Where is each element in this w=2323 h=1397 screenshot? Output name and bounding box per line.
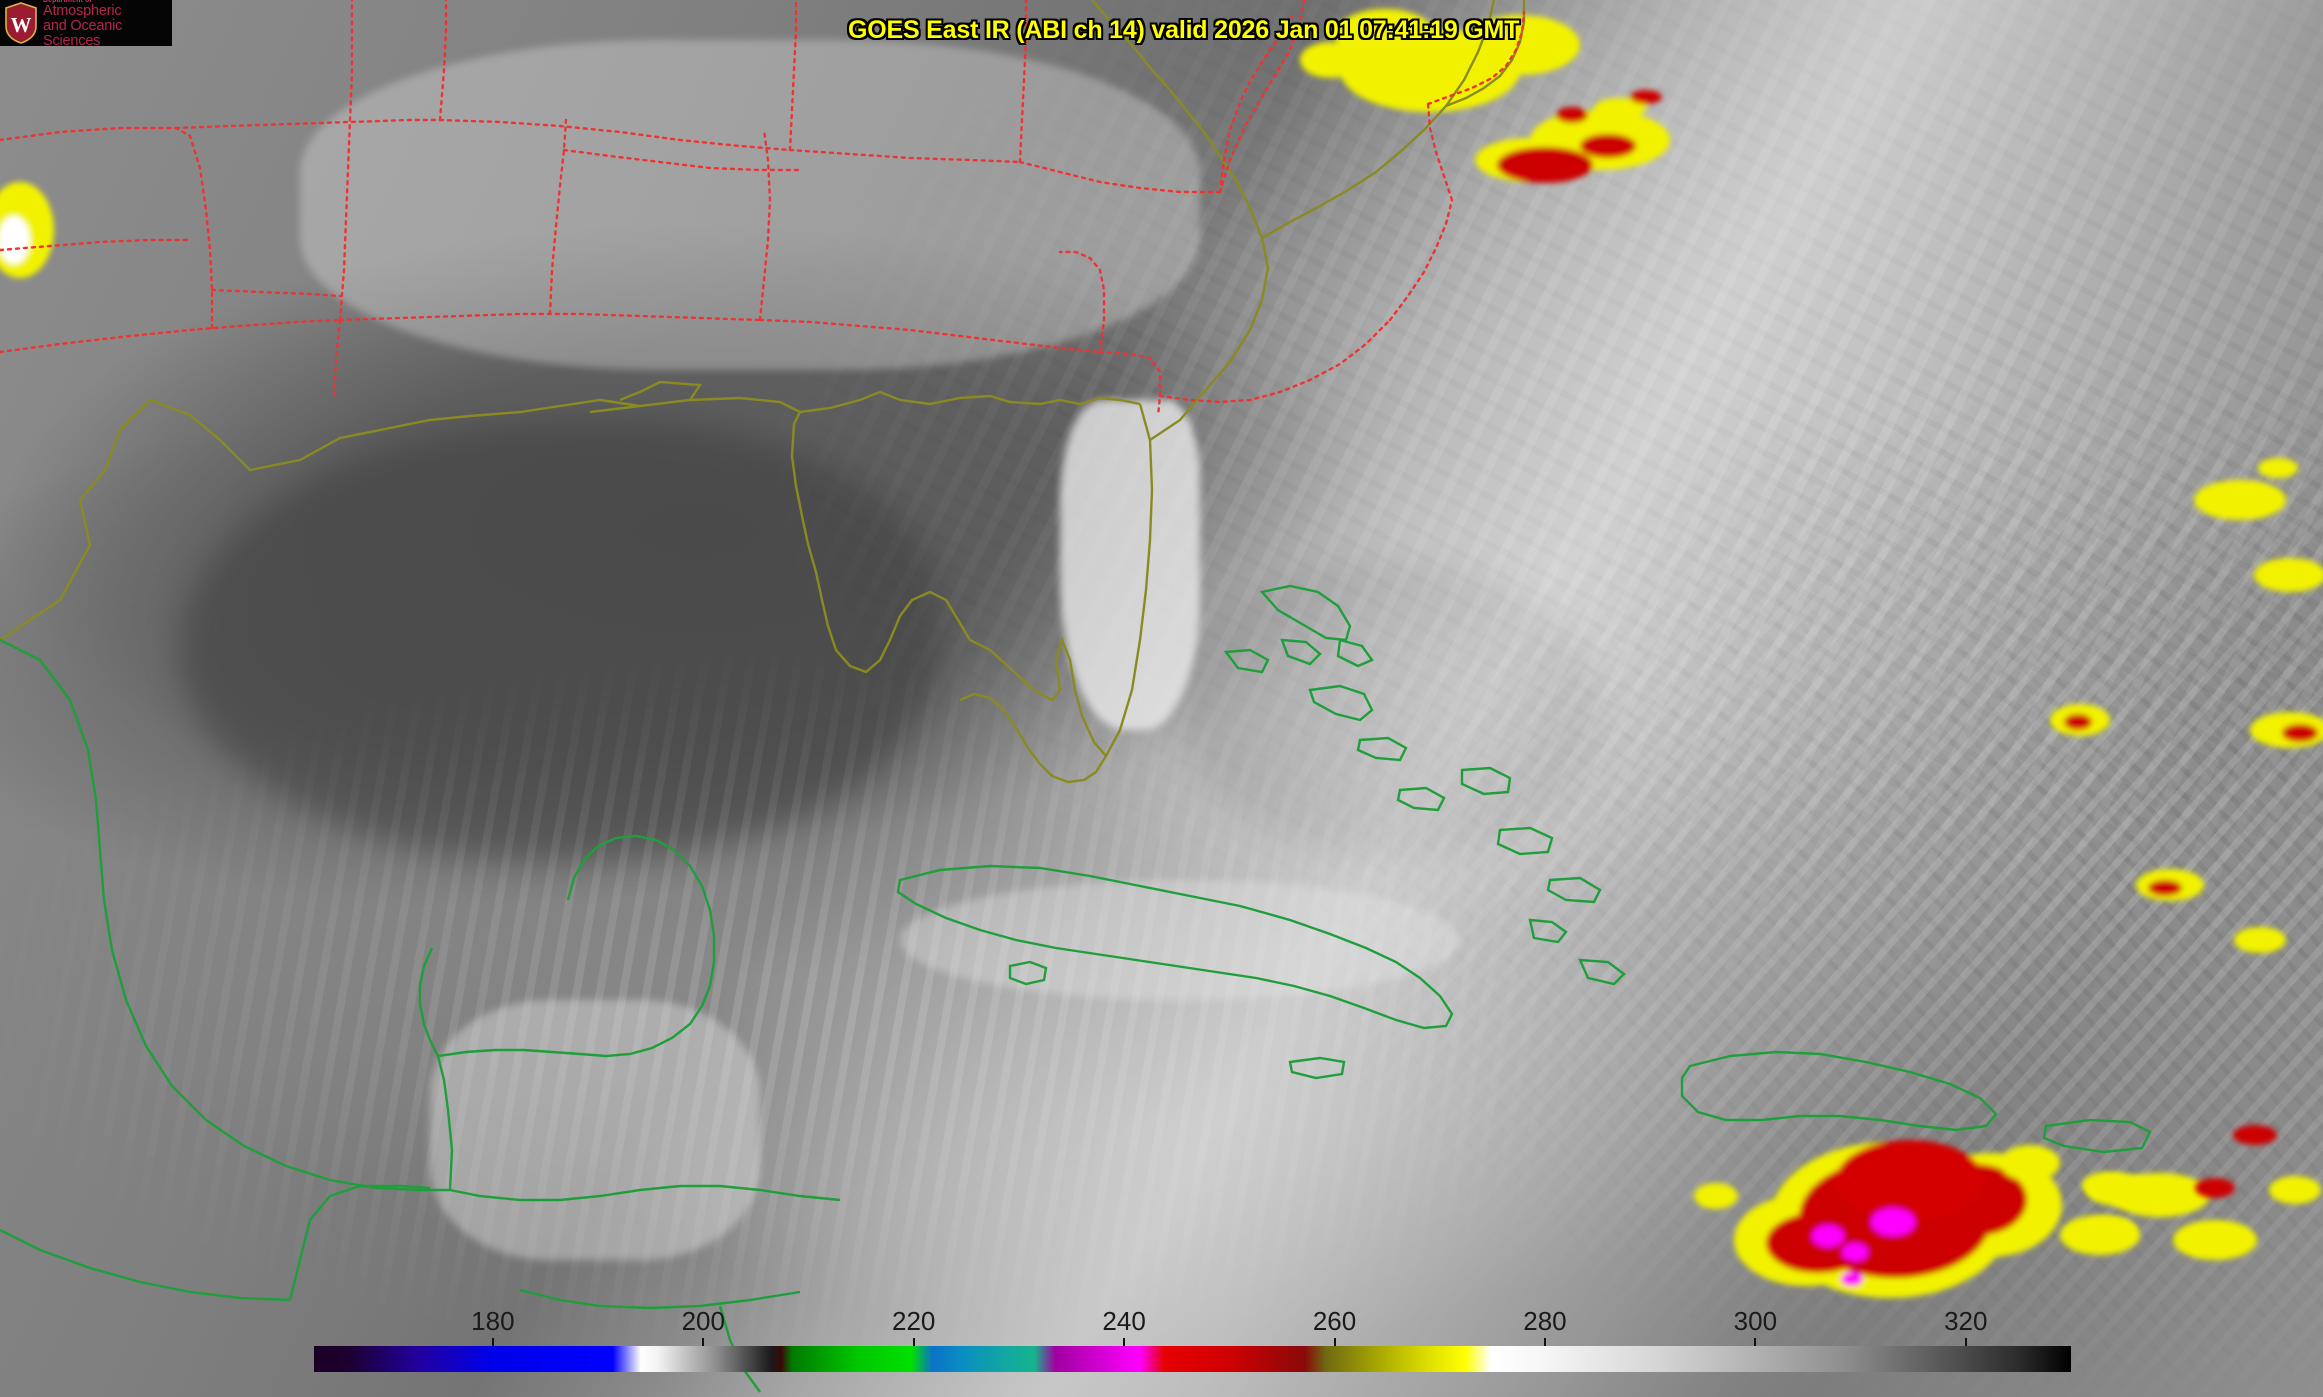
southeast-us-surface: [300, 40, 1200, 370]
colorbar-tick-mark: [912, 1338, 915, 1346]
product-title: GOES East IR (ABI ch 14) valid 2026 Jan …: [848, 16, 1520, 44]
colorbar-tick-label: 320: [1944, 1306, 1988, 1336]
colorbar-gradient: [314, 1346, 2071, 1372]
svg-text:W: W: [11, 13, 32, 37]
logo-department-line: Department of: [43, 0, 92, 5]
colorbar-legend: 180 200 220 240 260 280 300 320: [314, 1306, 2071, 1372]
colorbar-tick-label: 280: [1523, 1306, 1567, 1336]
eastern-atlantic-cells: [0, 182, 2323, 1260]
colorbar-tick-mark: [702, 1338, 705, 1346]
logo-text-block: Department of Atmospheric and Oceanic Sc…: [43, 0, 172, 49]
colorbar-tick-mark: [491, 1338, 494, 1346]
yucatan-surface: [430, 1000, 760, 1260]
caribbean-convection-enhancement: [1694, 1140, 2210, 1298]
colorbar-tick-label: 240: [1102, 1306, 1146, 1336]
colorbar-tick-label: 260: [1312, 1306, 1357, 1336]
uw-aos-logo: W Department of Atmospheric and Oceanic …: [0, 0, 172, 49]
colorbar-tick-mark: [1754, 1338, 1757, 1346]
colorbar-tick-label: 200: [681, 1306, 725, 1336]
colorbar-tick-marks: [314, 1338, 2071, 1346]
coastline-green: [0, 638, 841, 1393]
caribbean-islands-outline: [896, 584, 2152, 1154]
colorbar-tick-mark: [1333, 1338, 1336, 1346]
colorbar-tick-mark: [1123, 1338, 1126, 1346]
state-borders: [0, 0, 1526, 418]
coastline-olive: [0, 0, 1526, 784]
colorbar-tick-label: 180: [471, 1306, 515, 1336]
carolina-convection-enhancement: [1300, 9, 1670, 183]
colorbar-tick-mark: [1543, 1338, 1546, 1346]
logo-line-atmospheric: Atmospheric: [43, 3, 122, 20]
uw-crest-icon: W: [5, 2, 37, 44]
colorbar-tick-label: 300: [1733, 1306, 1778, 1336]
florida-peninsula-surface: [1060, 400, 1200, 730]
colorbar-tick-mark: [1964, 1338, 1967, 1346]
colorbar-tick-labels: 180 200 220 240 260 280 300 320: [314, 1306, 2071, 1338]
colorbar-tick-label: 220: [891, 1306, 936, 1336]
logo-line-oceanic: and Oceanic Sciences: [43, 18, 123, 49]
cuba-surface: [900, 880, 1460, 1000]
